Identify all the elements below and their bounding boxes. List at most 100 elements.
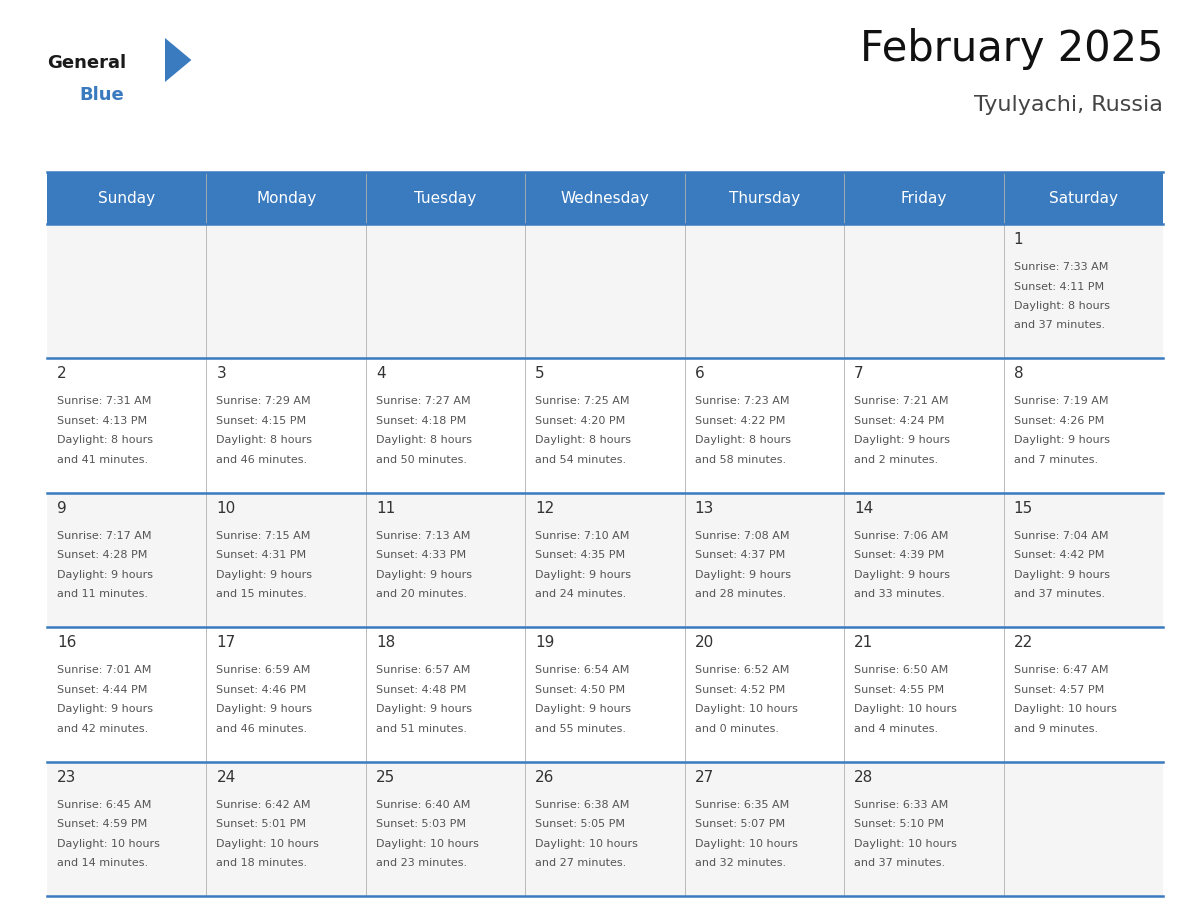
Text: Sunset: 5:03 PM: Sunset: 5:03 PM — [375, 819, 466, 829]
Text: Sunrise: 7:21 AM: Sunrise: 7:21 AM — [854, 397, 949, 407]
Bar — [845, 762, 1004, 896]
Text: and 46 minutes.: and 46 minutes. — [216, 723, 308, 733]
Text: Sunset: 4:57 PM: Sunset: 4:57 PM — [1013, 685, 1104, 695]
Text: 19: 19 — [536, 635, 555, 650]
Text: Sunrise: 7:17 AM: Sunrise: 7:17 AM — [57, 531, 152, 541]
Text: Sunset: 4:28 PM: Sunset: 4:28 PM — [57, 550, 147, 560]
Text: Sunrise: 7:04 AM: Sunrise: 7:04 AM — [1013, 531, 1108, 541]
Text: Sunrise: 7:15 AM: Sunrise: 7:15 AM — [216, 531, 311, 541]
Text: Blue: Blue — [78, 86, 124, 104]
Text: and 51 minutes.: and 51 minutes. — [375, 723, 467, 733]
Bar — [48, 493, 207, 627]
Bar — [845, 358, 1004, 493]
Text: Daylight: 10 hours: Daylight: 10 hours — [216, 839, 320, 848]
Text: Sunrise: 7:27 AM: Sunrise: 7:27 AM — [375, 397, 470, 407]
Bar — [207, 762, 366, 896]
Text: Sunrise: 7:31 AM: Sunrise: 7:31 AM — [57, 397, 151, 407]
Text: 28: 28 — [854, 769, 873, 785]
Text: 2: 2 — [57, 366, 67, 381]
Text: Sunrise: 6:35 AM: Sunrise: 6:35 AM — [695, 800, 789, 810]
Bar — [207, 224, 366, 358]
Text: 1: 1 — [1013, 232, 1023, 247]
Text: 13: 13 — [695, 501, 714, 516]
Text: Sunrise: 6:57 AM: Sunrise: 6:57 AM — [375, 666, 470, 676]
Text: Daylight: 10 hours: Daylight: 10 hours — [695, 839, 797, 848]
Bar — [366, 762, 525, 896]
Text: 27: 27 — [695, 769, 714, 785]
Text: Monday: Monday — [257, 191, 316, 206]
Text: Sunset: 5:10 PM: Sunset: 5:10 PM — [854, 819, 944, 829]
Text: Daylight: 8 hours: Daylight: 8 hours — [57, 435, 153, 445]
Text: Sunset: 4:52 PM: Sunset: 4:52 PM — [695, 685, 785, 695]
Text: Sunrise: 7:33 AM: Sunrise: 7:33 AM — [1013, 262, 1108, 272]
Text: and 20 minutes.: and 20 minutes. — [375, 589, 467, 599]
Text: and 15 minutes.: and 15 minutes. — [216, 589, 308, 599]
Text: Sunrise: 6:42 AM: Sunrise: 6:42 AM — [216, 800, 311, 810]
Text: General: General — [48, 54, 126, 72]
Text: 26: 26 — [536, 769, 555, 785]
Text: and 58 minutes.: and 58 minutes. — [695, 455, 785, 465]
Text: 15: 15 — [1013, 501, 1032, 516]
Text: Sunset: 4:50 PM: Sunset: 4:50 PM — [536, 685, 625, 695]
Text: Sunset: 4:37 PM: Sunset: 4:37 PM — [695, 550, 785, 560]
Text: Tyulyachi, Russia: Tyulyachi, Russia — [974, 95, 1163, 115]
Text: 24: 24 — [216, 769, 235, 785]
Text: Sunset: 4:11 PM: Sunset: 4:11 PM — [1013, 282, 1104, 292]
Text: Daylight: 9 hours: Daylight: 9 hours — [695, 570, 791, 580]
Text: Daylight: 9 hours: Daylight: 9 hours — [375, 570, 472, 580]
Bar — [48, 224, 207, 358]
Text: Daylight: 8 hours: Daylight: 8 hours — [695, 435, 791, 445]
Text: and 27 minutes.: and 27 minutes. — [536, 858, 626, 868]
Text: Daylight: 10 hours: Daylight: 10 hours — [854, 704, 958, 714]
Text: Sunset: 5:01 PM: Sunset: 5:01 PM — [216, 819, 307, 829]
Text: Sunset: 4:22 PM: Sunset: 4:22 PM — [695, 416, 785, 426]
Text: Friday: Friday — [901, 191, 947, 206]
Bar — [525, 762, 684, 896]
Text: 16: 16 — [57, 635, 76, 650]
Text: Sunset: 4:46 PM: Sunset: 4:46 PM — [216, 685, 307, 695]
Text: 17: 17 — [216, 635, 235, 650]
Text: Daylight: 9 hours: Daylight: 9 hours — [375, 704, 472, 714]
Text: and 14 minutes.: and 14 minutes. — [57, 858, 148, 868]
Text: 25: 25 — [375, 769, 396, 785]
Text: 18: 18 — [375, 635, 396, 650]
Bar — [684, 762, 845, 896]
Text: Sunset: 4:31 PM: Sunset: 4:31 PM — [216, 550, 307, 560]
Text: 6: 6 — [695, 366, 704, 381]
Bar — [48, 358, 207, 493]
Text: Sunrise: 6:50 AM: Sunrise: 6:50 AM — [854, 666, 948, 676]
Text: Daylight: 10 hours: Daylight: 10 hours — [57, 839, 160, 848]
Text: 12: 12 — [536, 501, 555, 516]
Text: Tuesday: Tuesday — [415, 191, 476, 206]
Text: Daylight: 9 hours: Daylight: 9 hours — [1013, 435, 1110, 445]
Text: and 37 minutes.: and 37 minutes. — [1013, 589, 1105, 599]
Text: and 2 minutes.: and 2 minutes. — [854, 455, 939, 465]
Text: and 50 minutes.: and 50 minutes. — [375, 455, 467, 465]
Bar — [48, 172, 1163, 224]
Text: Daylight: 9 hours: Daylight: 9 hours — [536, 570, 631, 580]
Text: and 4 minutes.: and 4 minutes. — [854, 723, 939, 733]
Bar — [48, 762, 207, 896]
Text: Sunrise: 6:52 AM: Sunrise: 6:52 AM — [695, 666, 789, 676]
Polygon shape — [165, 38, 191, 82]
Text: and 23 minutes.: and 23 minutes. — [375, 858, 467, 868]
Text: Daylight: 9 hours: Daylight: 9 hours — [216, 704, 312, 714]
Text: Daylight: 9 hours: Daylight: 9 hours — [536, 704, 631, 714]
Bar — [845, 627, 1004, 762]
Text: Sunset: 4:55 PM: Sunset: 4:55 PM — [854, 685, 944, 695]
Bar — [525, 493, 684, 627]
Text: 20: 20 — [695, 635, 714, 650]
Bar — [366, 627, 525, 762]
Text: 22: 22 — [1013, 635, 1032, 650]
Text: Daylight: 9 hours: Daylight: 9 hours — [57, 570, 153, 580]
Text: Sunrise: 7:06 AM: Sunrise: 7:06 AM — [854, 531, 948, 541]
Bar — [1004, 224, 1163, 358]
Text: Sunrise: 7:19 AM: Sunrise: 7:19 AM — [1013, 397, 1108, 407]
Text: Daylight: 9 hours: Daylight: 9 hours — [1013, 570, 1110, 580]
Bar — [366, 358, 525, 493]
Text: Sunset: 4:13 PM: Sunset: 4:13 PM — [57, 416, 147, 426]
Text: Daylight: 10 hours: Daylight: 10 hours — [854, 839, 958, 848]
Text: Sunrise: 6:45 AM: Sunrise: 6:45 AM — [57, 800, 151, 810]
Text: Daylight: 10 hours: Daylight: 10 hours — [375, 839, 479, 848]
Text: 3: 3 — [216, 366, 226, 381]
